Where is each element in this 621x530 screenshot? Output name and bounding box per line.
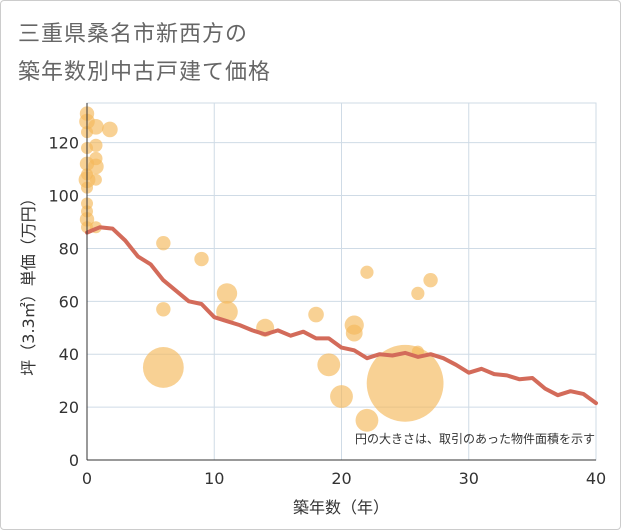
axes: 0 20 40 60 80 100 120 0 10 20 30 40 [48,103,606,488]
bubble-point [102,121,118,138]
bubble-point [142,347,184,388]
bubble-point [308,306,324,323]
bubble-point [216,283,238,304]
bubble-series [78,106,444,432]
average-price-line [85,225,598,406]
chart-title-line-1: 三重県桑名市新西方の [18,22,249,47]
bubble-point [355,408,379,432]
y-tick-label: 40 [59,345,79,364]
bubble-point [423,272,438,288]
bubble-point [360,265,374,279]
y-tick-label: 0 [69,451,79,470]
bubble-point [156,302,171,317]
chart-title-line-2: 築年数別中古戸建て価格 [18,60,272,85]
x-tick-label: 0 [82,469,92,488]
y-tick-label: 60 [59,292,79,311]
x-axis-label: 築年数（年） [293,498,389,517]
bubble-point [89,173,102,186]
x-tick-label: 10 [204,469,224,488]
y-tick-label: 80 [59,239,79,258]
y-tick-label: 100 [48,187,79,206]
bubble-point [366,344,444,422]
bubble-point [411,286,425,300]
bubble-point [194,251,209,267]
y-tick-label: 20 [59,398,79,417]
average-line-series [85,225,598,406]
bubble-point [216,301,238,323]
x-tick-label: 40 [586,469,606,488]
bubble-point [156,235,171,251]
bubble-point [330,385,353,408]
size-annotation: 円の大きさは、取引のあった物件面積を示す [355,431,595,446]
bubble-point [88,119,104,135]
bubble-point [88,158,104,175]
y-axis-label: 坪（3.3㎡）単価（万円） [19,190,38,375]
y-tick-label: 120 [48,134,79,153]
x-tick-label: 20 [331,469,351,488]
bubble-point [345,324,363,342]
bubble-point [317,353,341,377]
bubble-point [89,138,103,152]
x-tick-label: 30 [459,469,479,488]
